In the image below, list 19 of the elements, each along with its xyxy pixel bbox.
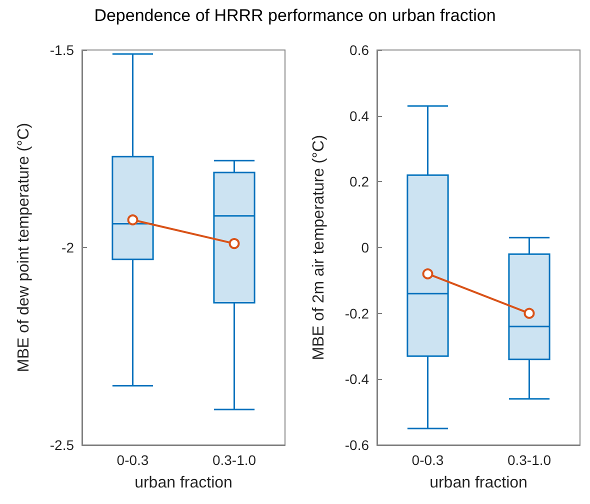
x-tick-label: 0.3-1.0	[212, 452, 256, 468]
x-axis-title: urban fraction	[430, 474, 528, 492]
x-tick-label: 0-0.3	[116, 452, 149, 468]
y-axis-title: MBE of dew point temperature (°C)	[16, 122, 32, 372]
y-tick-label: -1.5	[50, 42, 74, 58]
y-tick-label: -2.5	[50, 437, 74, 453]
chart-title: Dependence of HRRR performance on urban fraction	[93, 6, 497, 26]
y-tick-label: 0.2	[350, 174, 370, 190]
y-tick-label: 0	[361, 240, 370, 256]
y-axis-title: MBE of 2m air temperature (°C)	[310, 134, 328, 360]
y-tick-label: -2	[62, 240, 74, 256]
y-tick-label: -0.6	[344, 437, 370, 453]
y-tick-label: 0.4	[350, 108, 370, 124]
x-tick-label: 0-0.3	[412, 452, 444, 468]
x-axis-title: urban fraction	[134, 474, 232, 492]
y-tick-label: 0.6	[350, 42, 370, 58]
y-tick-label: -0.2	[344, 305, 370, 322]
x-tick-label: 0.3-1.0	[507, 452, 552, 468]
y-tick-label: -0.4	[344, 371, 370, 388]
